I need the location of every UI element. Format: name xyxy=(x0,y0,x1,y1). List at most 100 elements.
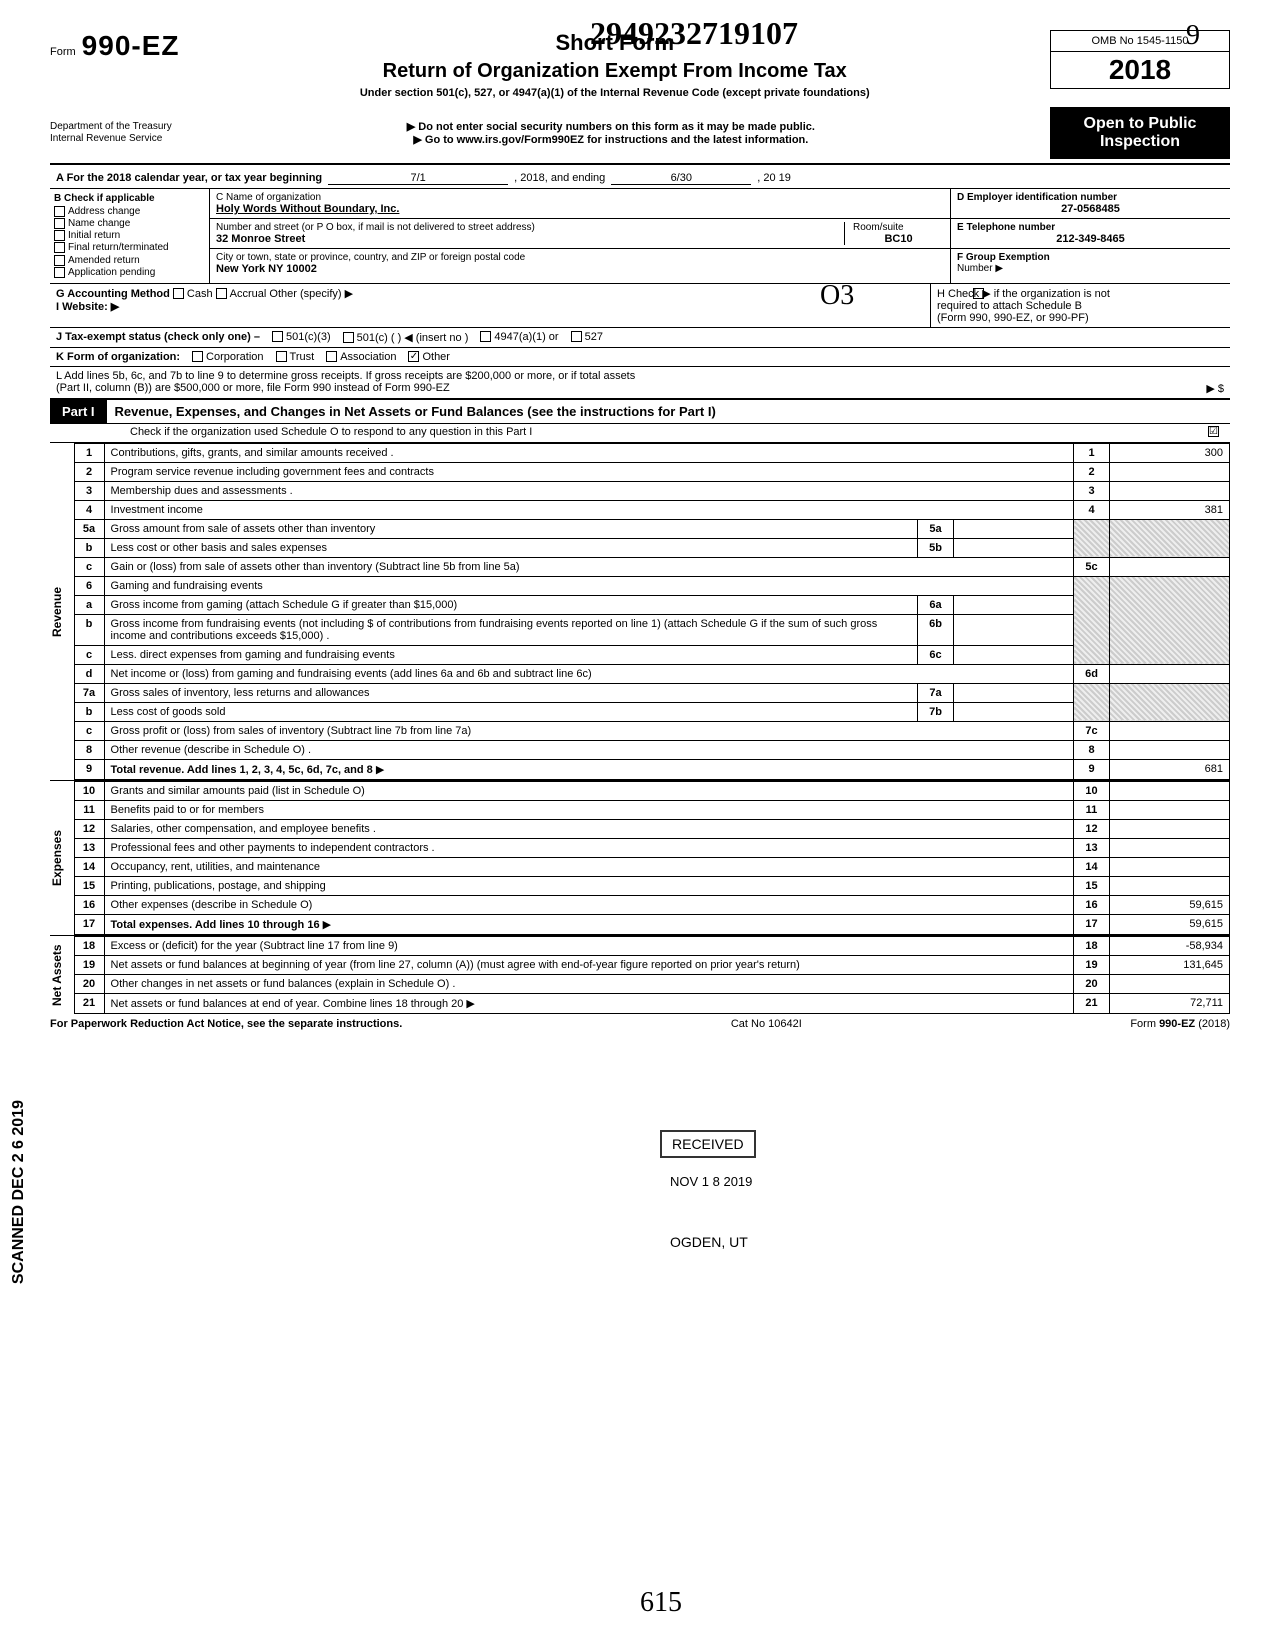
j-501c: 501(c) ( ) ◀ (insert no ) xyxy=(357,332,469,344)
k-assoc: Association xyxy=(340,351,396,363)
line-4: 4Investment income4381 xyxy=(74,500,1229,519)
city-label: City or town, state or province, country… xyxy=(216,252,525,263)
line-9: 9Total revenue. Add lines 1, 2, 3, 4, 5c… xyxy=(74,759,1229,779)
footer-mid: Cat No 10642I xyxy=(731,1018,802,1030)
g-row: G Accounting Method Cash Accrual Other (… xyxy=(56,287,924,300)
top-right-box: OMB No 1545-1150 2018 xyxy=(1050,30,1230,89)
footer-right: Form 990-EZ (2018) xyxy=(1130,1018,1230,1030)
handwritten-top-number: 2949232719107 xyxy=(590,15,798,52)
col-b-header: B Check if applicable xyxy=(54,193,205,204)
e-row: E Telephone number 212-349-8465 xyxy=(951,219,1230,249)
chk-initial[interactable]: Initial return xyxy=(54,230,205,241)
revenue-section: Revenue 1Contributions, gifts, grants, a… xyxy=(50,442,1230,780)
l-line1: L Add lines 5b, 6c, and 7b to line 9 to … xyxy=(56,370,1224,382)
divider xyxy=(50,163,1230,165)
k-trust: Trust xyxy=(290,351,315,363)
row-k: K Form of organization: Corporation Trus… xyxy=(50,348,1230,367)
instructions-center: ▶ Do not enter social security numbers o… xyxy=(407,120,815,146)
j-4947: 4947(a)(1) or xyxy=(494,331,558,343)
part1-header: Part I Revenue, Expenses, and Changes in… xyxy=(50,399,1230,424)
line-7b: bLess cost of goods sold7b xyxy=(74,702,1229,721)
line-21: 21Net assets or fund balances at end of … xyxy=(74,993,1229,1013)
form-word: Form xyxy=(50,46,76,58)
open-to-public: Open to Public Inspection xyxy=(1050,107,1230,159)
chk-final[interactable]: Final return/terminated xyxy=(54,242,205,253)
handwritten-615: 615 xyxy=(640,1587,682,1619)
dept-treasury: Department of the Treasury Internal Reve… xyxy=(50,121,172,145)
line-13: 13Professional fees and other payments t… xyxy=(74,838,1229,857)
city-row: City or town, state or province, country… xyxy=(210,249,950,278)
footer-left: For Paperwork Reduction Act Notice, see … xyxy=(50,1018,402,1030)
d-val: 27-0568485 xyxy=(957,203,1224,215)
line-6d: dNet income or (loss) from gaming and fu… xyxy=(74,664,1229,683)
form-number: 990-EZ xyxy=(82,30,180,62)
room-val: BC10 xyxy=(853,233,944,245)
omb-number: OMB No 1545-1150 xyxy=(1051,31,1229,52)
line-19: 19Net assets or fund balances at beginni… xyxy=(74,955,1229,974)
k-corp: Corporation xyxy=(206,351,263,363)
revenue-side-label: Revenue xyxy=(50,443,74,780)
page-footer: For Paperwork Reduction Act Notice, see … xyxy=(50,1018,1230,1030)
line-10: 10Grants and similar amounts paid (list … xyxy=(74,781,1229,800)
line-2: 2Program service revenue including gover… xyxy=(74,462,1229,481)
line-18: 18Excess or (deficit) for the year (Subt… xyxy=(74,936,1229,955)
k-other: Other xyxy=(422,351,450,363)
expenses-table: 10Grants and similar amounts paid (list … xyxy=(74,781,1230,935)
col-de: D Employer identification number 27-0568… xyxy=(950,189,1230,283)
line-3: 3Membership dues and assessments .3 xyxy=(74,481,1229,500)
line-a-end: 6/30 xyxy=(611,172,751,185)
expenses-section: Expenses 10Grants and similar amounts pa… xyxy=(50,780,1230,935)
stamp-received: RECEIVED xyxy=(660,1130,756,1158)
chk-pending[interactable]: Application pending xyxy=(54,267,205,278)
f-row: F Group Exemption Number ▶ xyxy=(951,249,1230,277)
i-row: I Website: ▶ xyxy=(56,300,924,313)
line-6c: cLess. direct expenses from gaming and f… xyxy=(74,645,1229,664)
instr-url: ▶ Go to www.irs.gov/Form990EZ for instru… xyxy=(407,133,815,146)
dept-line1: Department of the Treasury xyxy=(50,121,172,133)
line-1: 1Contributions, gifts, grants, and simil… xyxy=(74,443,1229,462)
g-other: Other (specify) ▶ xyxy=(269,288,353,300)
g-label: G Accounting Method xyxy=(56,288,170,300)
line-a-suffix: , 20 19 xyxy=(751,172,797,185)
revenue-table: 1Contributions, gifts, grants, and simil… xyxy=(74,443,1230,780)
street-label: Number and street (or P O box, if mail i… xyxy=(216,222,535,233)
line-12: 12Salaries, other compensation, and empl… xyxy=(74,819,1229,838)
g-accrual: Accrual xyxy=(230,288,267,300)
instr-ssn: ▶ Do not enter social security numbers o… xyxy=(407,120,815,133)
tax-year: 2018 xyxy=(1051,52,1229,88)
expenses-side-label: Expenses xyxy=(50,781,74,935)
line-7c: cGross profit or (loss) from sales of in… xyxy=(74,721,1229,740)
form-title: Return of Organization Exempt From Incom… xyxy=(200,60,1031,83)
street-row: Number and street (or P O box, if mail i… xyxy=(210,219,950,249)
section-bc: B Check if applicable Address change Nam… xyxy=(50,189,1230,284)
instructions-row: Department of the Treasury Internal Reve… xyxy=(50,107,1230,159)
chk-amended[interactable]: Amended return xyxy=(54,255,205,266)
j-501c3: 501(c)(3) xyxy=(286,331,331,343)
under-section: Under section 501(c), 527, or 4947(a)(1)… xyxy=(200,87,1031,99)
line-17: 17Total expenses. Add lines 10 through 1… xyxy=(74,914,1229,934)
j-527: 527 xyxy=(585,331,603,343)
j-label: J Tax-exempt status (check only one) – xyxy=(56,331,260,344)
row-l: L Add lines 5b, 6c, and 7b to line 9 to … xyxy=(50,367,1230,399)
d-row: D Employer identification number 27-0568… xyxy=(951,189,1230,219)
line-20: 20Other changes in net assets or fund ba… xyxy=(74,974,1229,993)
part1-title: Revenue, Expenses, and Changes in Net As… xyxy=(107,400,724,423)
e-label: E Telephone number xyxy=(957,222,1224,233)
netassets-side-label: Net Assets xyxy=(50,936,74,1014)
line-a-mid: , 2018, and ending xyxy=(508,172,611,185)
line-8: 8Other revenue (describe in Schedule O) … xyxy=(74,740,1229,759)
k-label: K Form of organization: xyxy=(56,351,180,363)
chk-address[interactable]: Address change xyxy=(54,206,205,217)
line-5b: bLess cost or other basis and sales expe… xyxy=(74,538,1229,557)
l-arrow: ▶ $ xyxy=(1206,382,1224,395)
org-name-label: C Name of organization xyxy=(216,192,399,203)
col-b: B Check if applicable Address change Nam… xyxy=(50,189,210,283)
row-gh: G Accounting Method Cash Accrual Other (… xyxy=(50,284,1230,328)
row-j: J Tax-exempt status (check only one) – 5… xyxy=(50,328,1230,348)
chk-name[interactable]: Name change xyxy=(54,218,205,229)
org-name: Holy Words Without Boundary, Inc. xyxy=(216,203,399,215)
line-15: 15Printing, publications, postage, and s… xyxy=(74,876,1229,895)
l-line2: (Part II, column (B)) are $500,000 or mo… xyxy=(56,382,450,395)
line-5a: 5aGross amount from sale of assets other… xyxy=(74,519,1229,538)
line-a: A For the 2018 calendar year, or tax yea… xyxy=(50,169,1230,189)
